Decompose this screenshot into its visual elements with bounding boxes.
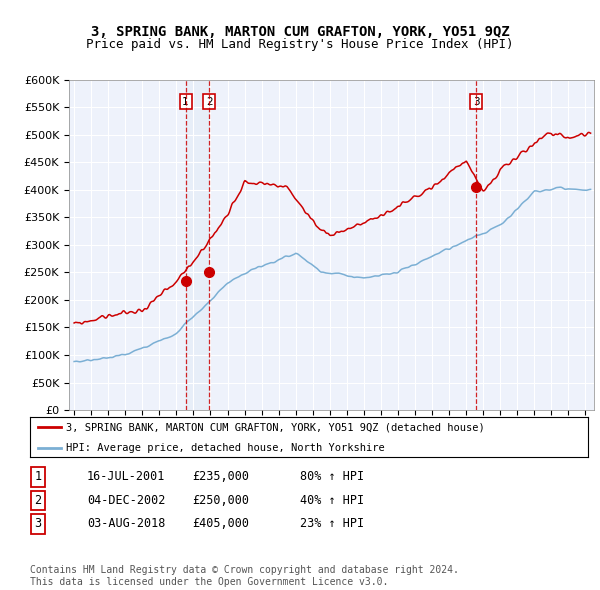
- Text: 16-JUL-2001: 16-JUL-2001: [87, 470, 166, 483]
- Text: 23% ↑ HPI: 23% ↑ HPI: [300, 517, 364, 530]
- Text: 40% ↑ HPI: 40% ↑ HPI: [300, 494, 364, 507]
- Text: Price paid vs. HM Land Registry's House Price Index (HPI): Price paid vs. HM Land Registry's House …: [86, 38, 514, 51]
- Text: 2: 2: [206, 97, 212, 107]
- Text: 3, SPRING BANK, MARTON CUM GRAFTON, YORK, YO51 9QZ: 3, SPRING BANK, MARTON CUM GRAFTON, YORK…: [91, 25, 509, 40]
- Text: Contains HM Land Registry data © Crown copyright and database right 2024.
This d: Contains HM Land Registry data © Crown c…: [30, 565, 459, 587]
- Text: £235,000: £235,000: [192, 470, 249, 483]
- Text: 3, SPRING BANK, MARTON CUM GRAFTON, YORK, YO51 9QZ (detached house): 3, SPRING BANK, MARTON CUM GRAFTON, YORK…: [66, 422, 485, 432]
- Text: 3: 3: [34, 517, 41, 530]
- Text: 1: 1: [182, 97, 189, 107]
- Text: £405,000: £405,000: [192, 517, 249, 530]
- Bar: [185, 80, 209, 410]
- Text: 03-AUG-2018: 03-AUG-2018: [87, 517, 166, 530]
- Text: 04-DEC-2002: 04-DEC-2002: [87, 494, 166, 507]
- Text: £250,000: £250,000: [192, 494, 249, 507]
- Text: 1: 1: [34, 470, 41, 483]
- Text: 2: 2: [34, 494, 41, 507]
- Text: 3: 3: [473, 97, 479, 107]
- Text: 80% ↑ HPI: 80% ↑ HPI: [300, 470, 364, 483]
- Text: HPI: Average price, detached house, North Yorkshire: HPI: Average price, detached house, Nort…: [66, 444, 385, 454]
